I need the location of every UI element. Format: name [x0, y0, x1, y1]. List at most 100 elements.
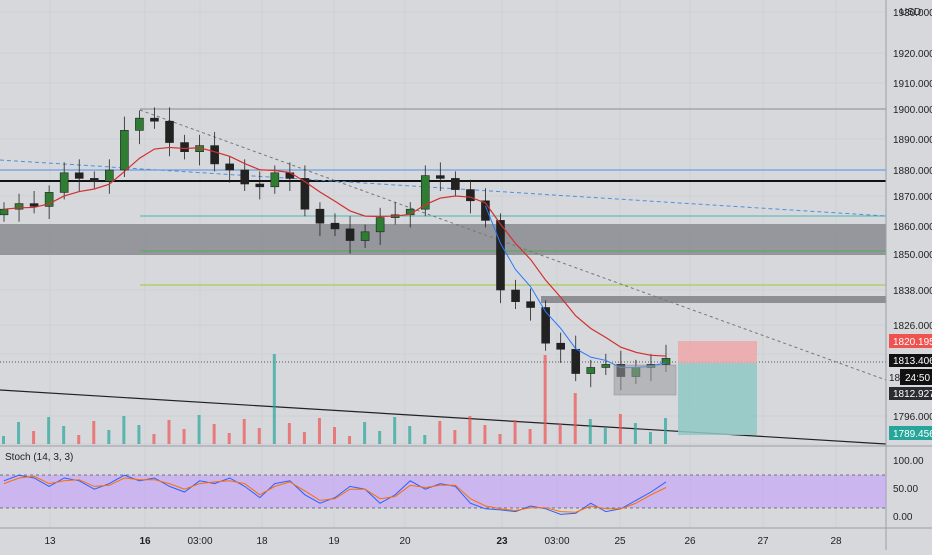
price-tick-label: 1860.000 [893, 222, 932, 233]
candle-body [120, 130, 129, 171]
candle-body [180, 142, 189, 153]
candle-body [345, 228, 355, 241]
time-tick-label: 25 [614, 536, 626, 547]
price-tick-label: 1890.000 [893, 135, 932, 146]
time-tick-label: 27 [757, 536, 769, 547]
candle-body [210, 145, 219, 165]
volume-bar [333, 427, 336, 444]
time-tick-label: 18 [256, 536, 268, 547]
volume-bar [197, 415, 201, 444]
stoch-d-line [3, 475, 667, 513]
volume-bar [2, 436, 5, 444]
time-ticks: 13 16 03:00 18 19 20 23 03:00 25 26 27 28 [44, 536, 842, 547]
candle-body [541, 307, 550, 344]
volume-bar [558, 424, 562, 444]
consolidation-box [613, 364, 677, 396]
candle-body [661, 358, 671, 365]
volume-bar [588, 419, 592, 444]
last-price-label: 1813.406 [893, 356, 932, 367]
candle-body [255, 183, 265, 188]
volume-bar [498, 434, 502, 444]
candle-body [451, 178, 460, 190]
volume-bar [287, 423, 291, 444]
volume-bar [107, 430, 111, 444]
countdown-label: 24:50 [905, 373, 930, 384]
candle-body [105, 169, 114, 182]
time-tick-label: 13 [44, 536, 56, 547]
target-badge [889, 426, 932, 440]
stoch-k-line [3, 474, 667, 515]
volume-bar [348, 436, 352, 444]
volume-bar [242, 419, 246, 444]
volume-bar [167, 420, 171, 444]
candle-body [270, 172, 280, 188]
stop-loss-zone[interactable] [678, 341, 757, 363]
volume-bar [122, 416, 126, 444]
candles [0, 107, 671, 391]
candle-body [135, 117, 144, 131]
entry-badge [889, 387, 932, 400]
volume-bar [378, 431, 382, 444]
time-tick-label: 20 [399, 536, 411, 547]
candle-body [44, 192, 54, 207]
volume-bar [408, 426, 412, 444]
cut-tick-label: 18 [889, 373, 901, 384]
volume-bar [302, 432, 306, 444]
price-axis-bg [886, 0, 932, 550]
volume-bar [17, 422, 21, 444]
time-tick-label: 26 [684, 536, 696, 547]
candle-body [360, 231, 370, 241]
volume-bar [317, 418, 321, 444]
time-tick-label: 28 [830, 536, 842, 547]
entry-price-label: 1812.927 [893, 389, 932, 400]
volume-bar [633, 423, 637, 444]
volume-bar [227, 433, 231, 444]
price-tick-label: 1930.000 [893, 8, 932, 19]
trendline-blue-dashed[interactable] [0, 159, 887, 217]
volume-bar [618, 414, 622, 444]
price-tick-label: 1920.000 [893, 49, 932, 60]
candle-body [420, 175, 430, 210]
take-profit-zone[interactable] [678, 363, 757, 435]
volume-bar [32, 431, 36, 444]
volume-bar [573, 393, 577, 444]
candle-body [556, 342, 565, 350]
time-tick-label: 19 [328, 536, 340, 547]
candle-body [165, 120, 174, 143]
volume-bar [77, 435, 81, 444]
candle-body [601, 364, 611, 368]
stop-price-label: 1820.195 [893, 337, 932, 348]
candle-body [0, 208, 9, 216]
trendline-grey-dashed[interactable] [139, 109, 887, 381]
volume-bar [363, 422, 367, 444]
price-tick-label: 1838.000 [893, 286, 932, 297]
price-tick-label: 1850.000 [893, 250, 932, 261]
candle-body [14, 203, 24, 210]
volume-bar [62, 426, 66, 444]
volume-bar [603, 428, 607, 444]
price-tick-label: 1880.000 [893, 166, 932, 177]
candle-body [571, 348, 581, 374]
time-tick-label: 23 [496, 536, 508, 547]
volume-bar [257, 428, 261, 444]
volume-bar [47, 417, 51, 444]
price-tick-label: 1900.000 [893, 105, 932, 116]
candle-body [150, 117, 159, 122]
stoch-tick-label: 0.00 [893, 512, 913, 523]
ema-line [3, 146, 667, 357]
candle-body [330, 222, 340, 230]
candle-body [74, 172, 84, 179]
candle-body [29, 203, 39, 207]
volume-bar [438, 421, 442, 444]
candle-body [526, 301, 535, 308]
volume-bar [393, 417, 397, 444]
stoch-band [0, 475, 886, 508]
volume-bar [468, 416, 472, 444]
candle-body [89, 178, 99, 182]
price-tick-label: 1826.000 [893, 321, 932, 332]
price-tick-label: 1870.000 [893, 192, 932, 203]
price-tick-label: 1910.000 [893, 79, 932, 90]
price-tick-label: 1796.000 [893, 412, 932, 423]
